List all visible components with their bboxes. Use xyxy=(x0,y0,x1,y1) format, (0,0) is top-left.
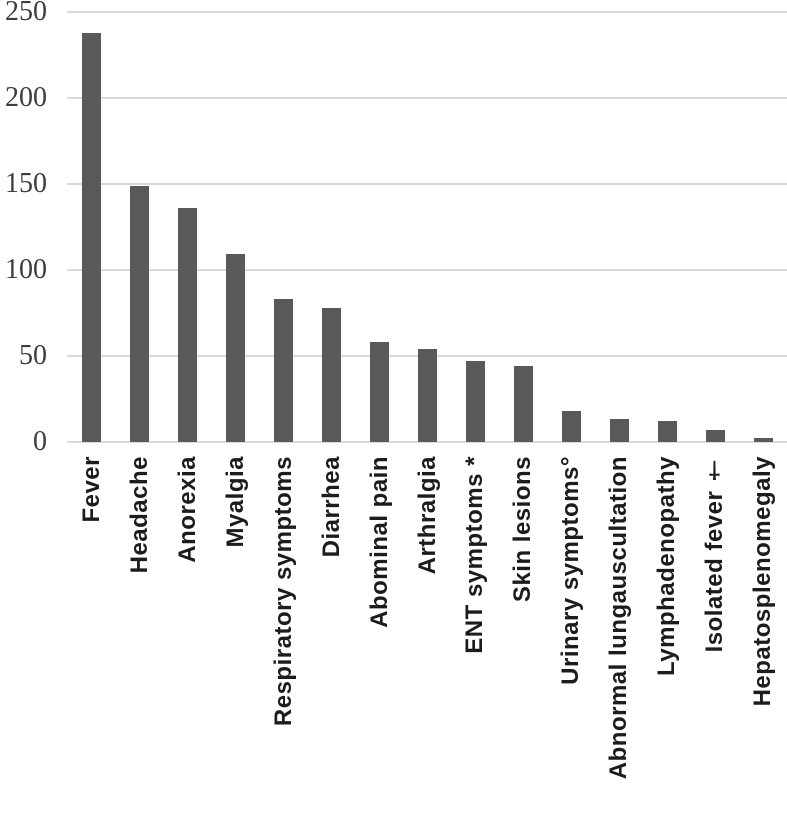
bar xyxy=(130,185,150,442)
bar xyxy=(82,32,102,442)
bar xyxy=(465,360,485,442)
bar xyxy=(561,410,581,442)
y-tick-label-250: 250 xyxy=(5,0,47,27)
gridline-100 xyxy=(67,268,787,271)
bar xyxy=(178,207,198,442)
bar xyxy=(657,421,677,442)
bar xyxy=(226,254,246,442)
bar xyxy=(418,348,437,442)
x-category-label: Diarrhea xyxy=(317,456,345,558)
bar xyxy=(513,366,533,442)
bar xyxy=(753,438,773,442)
y-tick-label-200: 200 xyxy=(5,81,47,113)
y-tick-label-150: 150 xyxy=(5,167,47,199)
x-category-label: Anorexia xyxy=(173,456,201,563)
y-tick-label-50: 50 xyxy=(19,339,47,371)
x-category-label: Urinary symptoms° xyxy=(557,456,585,685)
bar xyxy=(274,299,294,442)
y-tick-label-100: 100 xyxy=(5,253,47,285)
y-tick-label-0: 0 xyxy=(33,425,47,457)
gridline-150 xyxy=(67,182,787,185)
x-category-label: Isolated fever † xyxy=(701,456,729,653)
bar xyxy=(322,307,342,442)
x-category-label: Abnormal lungauscultation xyxy=(605,456,633,780)
x-category-label: Arthralgia xyxy=(413,456,441,575)
x-category-label: Lymphadenopathy xyxy=(653,456,681,676)
bar xyxy=(609,419,629,442)
x-category-label: Hepatosplenomegaly xyxy=(749,456,777,707)
x-category-label: ENT symptoms * xyxy=(461,456,489,654)
x-category-label: Respiratory symptoms xyxy=(269,456,297,727)
x-category-label: Myalgia xyxy=(221,456,249,548)
gridline-0 xyxy=(67,440,787,443)
gridline-200 xyxy=(67,96,787,99)
x-category-label: Headache xyxy=(125,456,153,574)
x-category-label: Skin lesions xyxy=(509,456,537,603)
bar xyxy=(705,429,725,442)
gridline-250 xyxy=(67,11,787,13)
x-category-label: Abominal pain xyxy=(365,456,393,628)
x-category-label: Fever xyxy=(77,456,105,523)
bar xyxy=(370,342,390,442)
